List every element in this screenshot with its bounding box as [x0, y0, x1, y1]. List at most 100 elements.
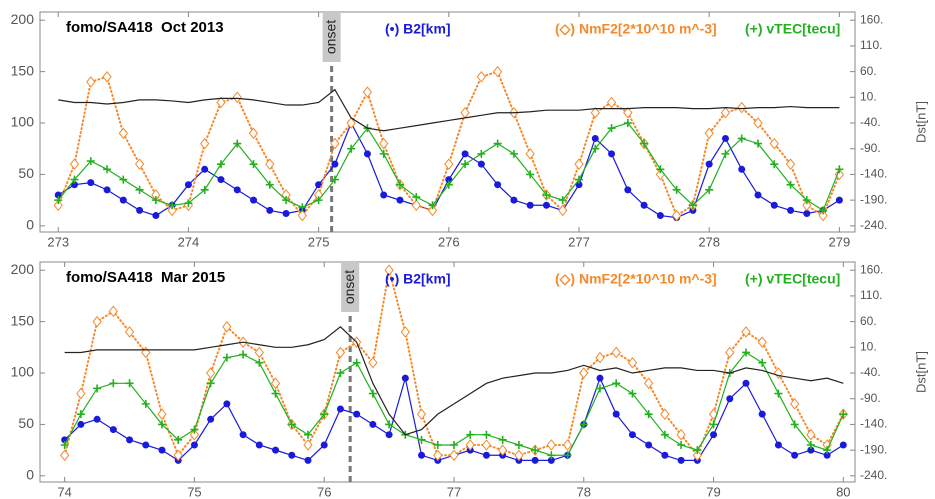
nmf2-point	[69, 158, 80, 170]
nmf2-point	[818, 209, 828, 222]
y2-tick-label: -140.	[860, 417, 887, 431]
vtec-point	[644, 410, 653, 419]
y-tick-label: 150	[11, 312, 35, 328]
nmf2-point	[627, 356, 638, 369]
b2-point	[103, 186, 111, 194]
vtec-point	[547, 451, 556, 460]
vtec-point	[758, 358, 767, 367]
b2-point	[835, 196, 843, 204]
b2-point	[738, 165, 746, 173]
y2-tick-label: 110.	[860, 38, 882, 52]
b2-point	[721, 134, 729, 142]
legend-label: (◇) NmF2[2*10^10 m^-3]	[555, 271, 717, 287]
b2-point	[628, 431, 636, 439]
nmf2-point	[222, 320, 232, 333]
y2-tick-label: -90.	[860, 391, 881, 405]
nmf2-point	[590, 106, 600, 119]
y2-tick-label: 160.	[860, 12, 883, 26]
vtec-point	[677, 440, 686, 449]
nmf2-point	[368, 356, 378, 369]
nmf2-point	[449, 449, 459, 462]
onset-box	[341, 262, 360, 312]
nmf2-point	[433, 449, 443, 462]
x-tick-label: 79	[706, 484, 720, 499]
nmf2-point	[108, 305, 118, 318]
vtec-point	[428, 201, 437, 210]
b2-point	[266, 206, 274, 214]
nmf2-point	[492, 65, 503, 78]
vtec-point	[819, 206, 828, 215]
vtec-point	[461, 160, 470, 169]
nmf2-point	[558, 204, 568, 217]
nmf2-point	[741, 326, 751, 338]
vtec-point	[656, 165, 665, 174]
b2-point	[109, 426, 117, 434]
nmf2-point	[806, 428, 816, 441]
vtec-point	[574, 175, 583, 184]
vtec-point	[623, 119, 632, 128]
vtec-point	[157, 420, 166, 429]
chart-title: fomo/SA418 Mar 2015	[66, 269, 225, 286]
b2-point	[93, 415, 101, 423]
x-tick-label: 278	[698, 234, 720, 249]
b2-point	[158, 446, 166, 454]
vtec-point	[216, 160, 225, 169]
vtec-point	[282, 196, 291, 205]
vtec-point	[786, 180, 795, 189]
x-tick-label: 74	[57, 484, 71, 499]
nmf2-point	[606, 96, 617, 109]
vtec-point	[433, 440, 442, 449]
vtec-point	[417, 435, 426, 444]
b2-point	[705, 160, 713, 168]
b2-point	[190, 441, 198, 449]
b2-point	[54, 191, 62, 199]
vtec-point	[774, 389, 783, 398]
nmf2-point	[411, 199, 421, 212]
vtec-point	[721, 149, 730, 158]
nmf2-point	[802, 199, 812, 212]
series-line	[64, 325, 844, 436]
y2-tick-label: -240.	[860, 468, 887, 482]
x-tick-label: 78	[577, 484, 591, 499]
nmf2-point	[173, 449, 183, 462]
b2-point	[461, 150, 469, 158]
panel: 273 274 275 276 277 278 279 0 50 100 150 200 160. 110…	[11, 11, 929, 250]
nmf2-point	[757, 336, 767, 348]
vtec-point	[607, 124, 616, 133]
nmf2-point	[303, 439, 313, 451]
b2-point	[233, 186, 241, 194]
vtec-point	[303, 430, 312, 439]
vtec-point	[233, 139, 242, 148]
b2-point	[385, 431, 393, 439]
b2-point	[272, 446, 280, 454]
nmf2-point	[206, 367, 216, 379]
vtec-point	[660, 430, 669, 439]
nmf2-point	[254, 346, 264, 359]
nmf2-point	[753, 117, 763, 129]
b2-point	[547, 456, 555, 464]
vtec-point	[141, 399, 150, 408]
y2-tick-label: 60.	[860, 314, 877, 328]
nmf2-point	[270, 377, 281, 390]
vtec-point	[579, 420, 588, 429]
y-tick-label: 50	[18, 165, 34, 181]
vtec-point	[444, 180, 453, 189]
x-tick-label: 279	[829, 234, 851, 249]
vtec-point	[93, 384, 102, 393]
vtec-point	[806, 440, 815, 449]
b2-point	[803, 209, 811, 217]
b2-point	[282, 209, 290, 217]
b2-point	[363, 150, 371, 158]
nmf2-point	[498, 444, 508, 456]
vtec-point	[531, 446, 540, 455]
vtec-point	[802, 196, 811, 205]
nmf2-point	[330, 137, 340, 150]
b2-point	[87, 179, 95, 187]
nmf2-point	[546, 439, 556, 451]
vtec-point	[412, 193, 421, 202]
b2-point	[477, 160, 485, 168]
b2-point	[223, 400, 231, 408]
nmf2-point	[400, 326, 410, 338]
b2-point	[142, 441, 150, 449]
vtec-point	[352, 358, 361, 367]
